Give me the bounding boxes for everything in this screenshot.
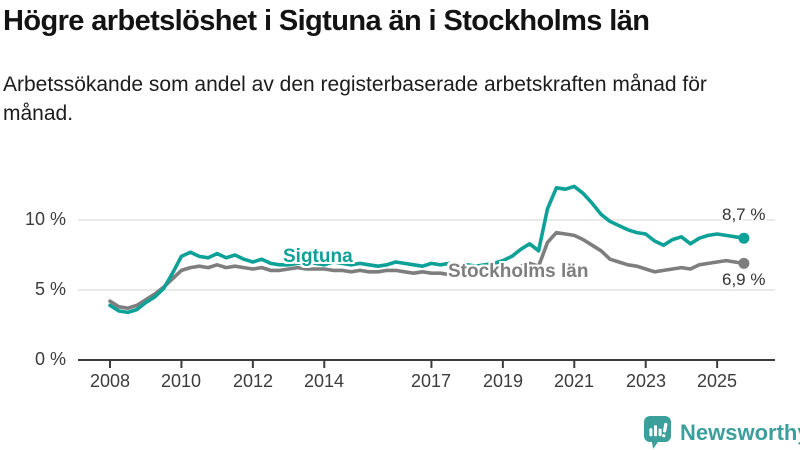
y-axis-tick-label: 10 % [24,209,66,229]
x-axis-tick-label: 2023 [625,371,667,391]
x-axis-tick-label: 2019 [482,371,524,391]
page-title: Högre arbetslöshet i Sigtuna än i Stockh… [3,5,650,37]
y-axis-tick-label: 5 % [34,279,66,299]
newsworthy-logo[interactable]: Newsworthy [644,416,800,449]
series-label-stockholms-lan: Stockholms län [448,261,589,282]
x-axis-tick-label: 2010 [160,371,202,391]
newsworthy-wordmark: Newsworthy [680,419,800,445]
newsworthy-logo-icon [644,416,671,449]
series-label-sigtuna: Sigtuna [283,246,353,267]
x-axis-tick-label: 2008 [89,371,131,391]
y-axis-tick-label: 0 % [34,349,66,369]
x-axis-tick-label: 2017 [410,371,452,391]
end-value-stockholms-lan: 6,9 % [722,270,766,289]
x-axis-tick-label: 2014 [303,371,345,391]
x-axis-tick-label: 2025 [696,371,738,391]
x-axis-tick-label: 2012 [232,371,274,391]
end-value-sigtuna: 8,7 % [722,205,766,224]
chart-subtitle: Arbetssökande som andel av den registerb… [3,73,707,125]
x-axis-tick-label: 2021 [553,371,595,391]
